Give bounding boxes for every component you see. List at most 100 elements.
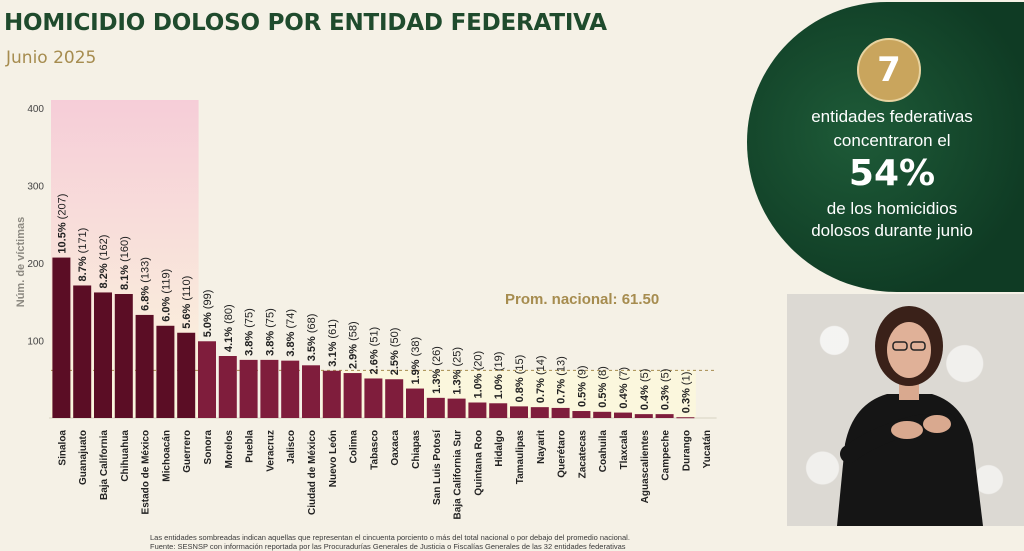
category-label: Tabasco (369, 430, 380, 470)
category-label: Guanajuato (78, 430, 89, 485)
category-label: Puebla (245, 430, 256, 463)
bar (239, 359, 258, 418)
category-label: Tamaulipas (515, 430, 526, 485)
bar (322, 370, 341, 418)
category-label: Ciudad de México (307, 430, 318, 515)
category-label: Guerrero (182, 430, 193, 473)
bar (447, 398, 466, 418)
bar (177, 332, 196, 418)
category-label: Yucatán (702, 430, 713, 468)
category-label: Aguascalientes (640, 430, 651, 504)
bar (73, 285, 92, 418)
category-label: Estado de México (141, 430, 152, 514)
footnote: Las entidades sombreadas indican aquella… (150, 533, 750, 551)
category-label: Zacatecas (577, 430, 588, 479)
category-label: Coahuila (598, 430, 609, 473)
bar (156, 325, 175, 418)
bar (676, 417, 695, 419)
category-label: Sonora (203, 430, 214, 465)
bar (489, 403, 508, 418)
category-label: Chihuahua (120, 430, 131, 482)
bar-chart: Prom. nacional: 61.50 100 200 300 400 Núm. de… (0, 0, 717, 520)
bar (218, 356, 237, 418)
data-label: 1.0% (20) (472, 351, 484, 399)
data-label: 1.9% (38) (410, 337, 422, 385)
category-label: Hidalgo (494, 430, 505, 467)
chart-subtitle: Junio 2025 (6, 48, 97, 68)
data-label: 0.4% (5) (639, 369, 651, 411)
y-axis-label: Núm. de víctimas (15, 217, 27, 307)
bar (634, 414, 653, 418)
data-label: 1.0% (19) (493, 352, 505, 400)
data-label: 5.0% (99) (202, 290, 214, 338)
bar (260, 359, 279, 418)
data-label: 0.8% (15) (514, 355, 526, 403)
category-label: Nuevo León (328, 430, 339, 487)
data-label: 10.5% (207) (56, 194, 68, 254)
data-label: 3.8% (75) (244, 308, 256, 356)
data-label: 0.7% (14) (535, 355, 547, 403)
category-label: Colima (349, 430, 360, 464)
data-label: 4.1% (80) (223, 304, 235, 352)
entity-count-badge: 7 (857, 38, 921, 102)
category-label: Baja California Sur (453, 430, 464, 520)
interpreter-figure (837, 306, 983, 526)
data-label: 0.4% (7) (618, 367, 630, 409)
category-label: Veracruz (265, 430, 276, 472)
category-label: Sinaloa (57, 430, 68, 466)
category-label: Campeche (661, 430, 672, 481)
sign-language-video (787, 294, 1024, 526)
callout-line-2: concentraron el (833, 131, 951, 150)
category-label: Chiapas (411, 430, 422, 469)
data-label: 2.6% (51) (368, 327, 380, 375)
bar (343, 373, 362, 418)
category-label: Morelos (224, 430, 235, 469)
y-tick-label: 200 (27, 259, 44, 270)
data-label: 8.7% (171) (77, 228, 89, 282)
bar (135, 314, 154, 418)
data-label: 3.5% (68) (306, 314, 318, 362)
bar (364, 378, 383, 418)
data-label: 8.2% (162) (98, 235, 110, 289)
bar (426, 397, 445, 418)
data-label: 0.5% (9) (576, 365, 588, 407)
category-label: Durango (681, 430, 692, 471)
callout-percent: 54% (848, 153, 936, 194)
callout-line-3: de los homicidios (826, 199, 958, 218)
category-label: Querétaro (557, 430, 568, 478)
data-label: 1.3% (25) (452, 347, 464, 395)
data-label: 0.3% (5) (660, 369, 672, 411)
callout-line-4: dolosos durante junio (811, 221, 973, 240)
bar (94, 292, 112, 418)
bar (281, 360, 300, 418)
footnote-line-2: Fuente: SESNSP con información reportada… (150, 542, 626, 551)
category-label: Tlaxcala (619, 430, 630, 470)
data-label: 3.1% (61) (327, 319, 339, 367)
bar (114, 294, 133, 418)
average-label: Prom. nacional: 61.50 (505, 291, 659, 308)
bar (593, 411, 612, 418)
bar (510, 406, 528, 418)
bar (614, 412, 632, 418)
category-label: Jalisco (286, 430, 297, 464)
data-label: 0.1% undefined (0, 0, 76, 3)
category-label: San Luis Potosí (432, 429, 443, 505)
bar (530, 407, 549, 418)
data-label: 2.9% (58) (348, 321, 360, 369)
data-label: 6.8% (133) (140, 257, 152, 311)
data-label: 1.3% (26) (431, 346, 443, 394)
bar (406, 388, 424, 418)
data-label: 8.1% (160) (119, 236, 131, 290)
data-label: 3.8% (75) (264, 308, 276, 356)
bar (572, 411, 591, 418)
bar (551, 407, 570, 418)
bar (302, 365, 320, 418)
bar (468, 402, 487, 418)
data-label: 0.5% (8) (597, 366, 609, 408)
data-label: 6.0% (119) (160, 269, 172, 322)
footnote-line-1: Las entidades sombreadas indican aquella… (150, 533, 630, 542)
category-label: Nayarit (536, 429, 547, 464)
summary-callout: 7 entidades federativas concentraron el … (747, 2, 1024, 292)
category-label: Quintana Roo (473, 430, 484, 496)
callout-line-1: entidades federativas (811, 107, 973, 126)
